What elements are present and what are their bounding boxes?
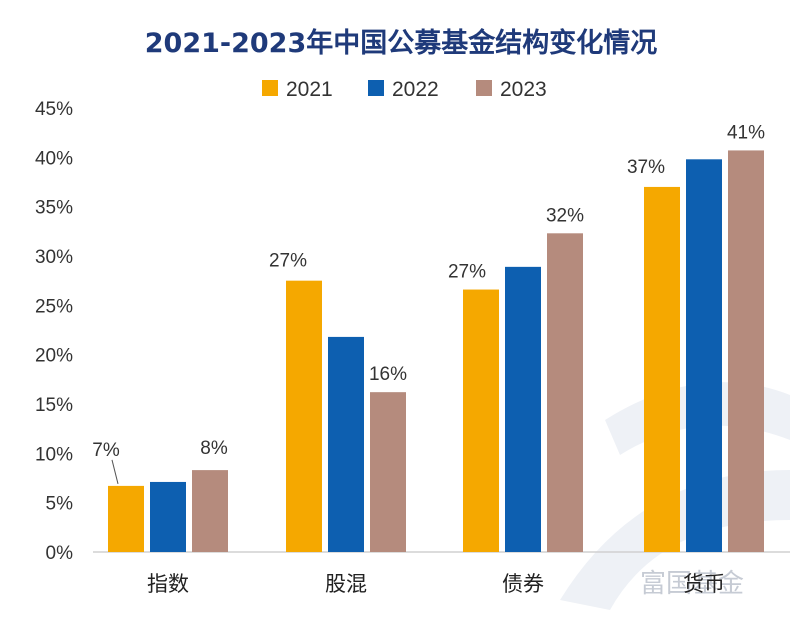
bar-2023-指数: [192, 470, 228, 552]
y-tick-label: 20%: [35, 346, 73, 367]
y-tick-label: 30%: [35, 247, 73, 268]
y-tick-label: 15%: [35, 395, 73, 416]
y-tick-label: 40%: [35, 148, 73, 169]
data-label-2021-货币: 37%: [627, 157, 665, 178]
data-label-2021-指数: 7%: [92, 440, 120, 461]
bar-2022-股混: [328, 336, 364, 552]
legend-swatch-2021: [262, 80, 278, 96]
x-category-label: 股混: [325, 572, 367, 596]
x-axis: 指数 股混 债券 货币: [147, 572, 725, 596]
legend-label-2022: 2022: [392, 78, 439, 101]
x-category-label: 货币: [683, 572, 725, 596]
bar-2021-债券: [463, 289, 499, 552]
x-category-label: 债券: [502, 572, 544, 596]
watermark-text: 富国基金: [640, 569, 744, 599]
y-tick-label: 5%: [46, 494, 74, 515]
y-tick-label: 35%: [35, 198, 73, 219]
y-tick-label: 10%: [35, 444, 73, 465]
chart-title: 2021-2023年中国公募基金结构变化情况: [145, 27, 658, 59]
bar-2022-指数: [150, 481, 186, 552]
data-label-2021-债券: 27%: [448, 262, 486, 283]
bar-2021-指数: [108, 485, 144, 552]
legend: 2021 2022 2023: [262, 78, 547, 101]
bar-2023-债券: [547, 233, 583, 552]
y-tick-label: 25%: [35, 296, 73, 317]
data-label-2023-债券: 32%: [546, 205, 584, 226]
bar-2023-货币: [728, 150, 764, 552]
data-label-2021-股混: 27%: [269, 251, 307, 272]
bar-2023-股混: [370, 392, 406, 552]
y-tick-label: 0%: [46, 543, 74, 564]
bar-2021-股混: [286, 280, 322, 552]
bar-2021-货币: [644, 186, 680, 552]
bar-2022-债券: [505, 266, 541, 552]
data-label-2023-货币: 41%: [727, 122, 765, 143]
y-axis: 0% 5% 10% 15% 20% 25% 30% 35% 40% 45%: [35, 99, 73, 564]
x-category-label: 指数: [147, 572, 189, 596]
legend-swatch-2023: [476, 80, 492, 96]
data-label-leader-line: [111, 459, 119, 485]
data-label-2023-股混: 16%: [369, 364, 407, 385]
bars: [108, 150, 764, 552]
y-tick-label: 45%: [35, 99, 73, 120]
legend-label-2023: 2023: [500, 78, 547, 101]
bar-2022-货币: [686, 159, 722, 552]
legend-label-2021: 2021: [286, 78, 333, 101]
legend-swatch-2022: [368, 80, 384, 96]
data-label-2023-指数: 8%: [200, 438, 228, 459]
data-labels: 7% 8% 27% 16% 27% 32% 37% 41%: [92, 122, 765, 485]
